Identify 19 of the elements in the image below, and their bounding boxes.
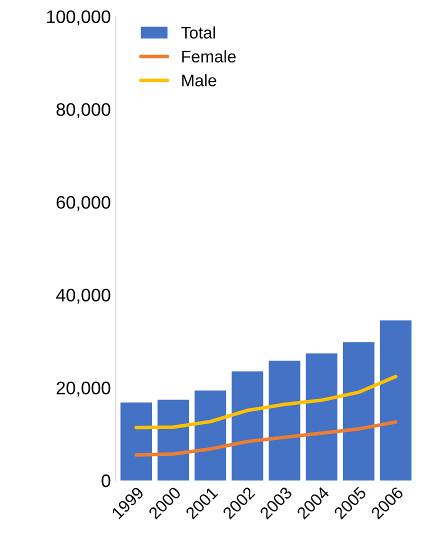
bar: [158, 400, 190, 480]
line-series: [134, 374, 398, 430]
line-series: [134, 420, 398, 457]
y-tick-label: 20,000: [56, 382, 110, 397]
bar: [120, 402, 152, 480]
bar: [380, 320, 412, 480]
bar: [268, 360, 300, 480]
bar: [194, 390, 226, 480]
bar: [306, 353, 338, 480]
y-tick-label: 60,000: [56, 196, 110, 211]
y-tick-label: 40,000: [56, 288, 110, 304]
legend-label: Female: [182, 50, 236, 62]
y-tick-label: 80,000: [56, 103, 110, 118]
legend-label: Male: [182, 74, 216, 86]
bar: [342, 342, 374, 480]
y-tick-label: 0: [102, 474, 110, 488]
legend-label: Total: [181, 26, 215, 39]
bar: [232, 371, 264, 480]
y-tick-label: 100,000: [47, 10, 110, 26]
